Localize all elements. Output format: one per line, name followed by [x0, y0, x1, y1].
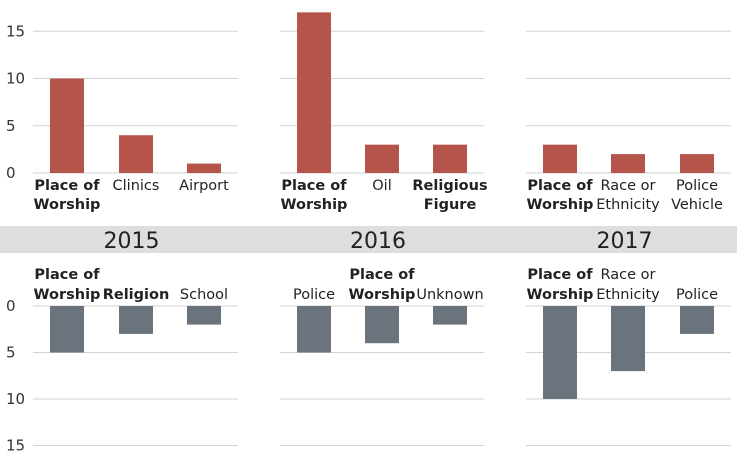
category-label-top: Race or: [601, 178, 656, 194]
bar-bottom: [187, 306, 221, 325]
category-label-bottom: Race or: [601, 267, 656, 283]
category-label-bottom: Police: [293, 287, 335, 303]
bar-top: [50, 78, 84, 173]
bar-top: [187, 163, 221, 173]
category-label-top: Figure: [424, 197, 477, 213]
category-label-top: Religious: [412, 178, 487, 194]
bar-bottom: [611, 306, 645, 372]
category-label-bottom: Worship: [34, 287, 101, 303]
category-label-top: Place of: [34, 178, 100, 194]
bar-top: [611, 154, 645, 173]
y-tick-label-top: 0: [6, 164, 16, 182]
category-label-bottom: Police: [676, 287, 718, 303]
category-label-top: Place of: [281, 178, 347, 194]
year-label: 2017: [597, 229, 653, 254]
category-label-top: Worship: [34, 197, 101, 213]
bar-bottom: [119, 306, 153, 334]
year-band: [0, 226, 737, 253]
category-label-bottom: Unknown: [416, 287, 483, 303]
category-label-top: Vehicle: [671, 197, 723, 213]
category-label-bottom: Religion: [103, 287, 170, 303]
bar-bottom: [365, 306, 399, 344]
bar-top: [680, 154, 714, 173]
bar-bottom: [50, 306, 84, 353]
bar-bottom: [543, 306, 577, 399]
y-tick-label-top: 10: [6, 70, 25, 88]
bar-bottom: [680, 306, 714, 334]
category-label-bottom: Ethnicity: [596, 287, 660, 303]
category-label-bottom: School: [180, 287, 228, 303]
category-label-bottom: Place of: [349, 267, 415, 283]
bar-top: [433, 144, 467, 173]
y-tick-label-bottom: 5: [6, 344, 16, 362]
y-tick-label-bottom: 10: [6, 390, 25, 408]
bar-bottom: [433, 306, 467, 325]
category-label-bottom: Worship: [349, 287, 416, 303]
bar-top: [543, 144, 577, 173]
y-tick-label-bottom: 15: [6, 437, 25, 453]
bar-top: [297, 12, 331, 173]
category-label-top: Airport: [179, 178, 229, 194]
category-label-top: Worship: [281, 197, 348, 213]
bar-top: [119, 135, 153, 173]
category-label-top: Oil: [372, 178, 391, 194]
category-label-top: Police: [676, 178, 718, 194]
category-label-bottom: Place of: [527, 267, 593, 283]
y-tick-label-top: 15: [6, 22, 25, 40]
category-label-top: Clinics: [113, 178, 160, 194]
y-tick-label-top: 5: [6, 117, 16, 135]
category-label-top: Worship: [527, 197, 594, 213]
category-label-bottom: Worship: [527, 287, 594, 303]
year-label: 2015: [104, 229, 160, 254]
category-label-bottom: Place of: [34, 267, 100, 283]
y-tick-label-bottom: 0: [6, 297, 16, 315]
year-label: 2016: [350, 229, 406, 254]
bar-bottom: [297, 306, 331, 353]
category-label-top: Place of: [527, 178, 593, 194]
bar-top: [365, 144, 399, 173]
category-label-top: Ethnicity: [596, 197, 660, 213]
